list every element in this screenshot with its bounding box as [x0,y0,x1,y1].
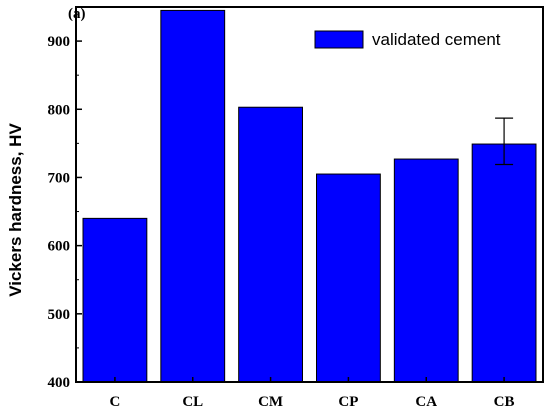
bars-group [82,9,537,383]
error-bars-group [495,117,514,166]
x-tick-label: CM [258,394,283,410]
x-tick-label: CL [182,394,203,410]
bar-cm [238,106,303,383]
x-tick-label: CB [494,394,515,410]
y-tick-label: 600 [48,239,71,255]
plot-frame [75,6,544,383]
y-tick-label: 700 [48,170,71,186]
y-tick-label: 900 [48,34,71,50]
legend-swatch [314,30,364,49]
x-tick-label: CP [338,394,358,410]
bar-cb [471,143,537,383]
y-tick-label: 800 [48,102,71,118]
x-tick-label: C [109,394,120,410]
bar-c [82,217,148,383]
x-tick-label: CA [415,394,437,410]
y-tick-label: 400 [48,375,71,391]
bar-cp [316,173,381,383]
bar-cl [160,9,226,383]
y-axis-label: Vickers hardness, HV [6,123,25,297]
y-tick-label: 500 [48,307,71,323]
legend-label: validated cement [372,30,501,49]
bar-ca [393,158,459,383]
legend: validated cement [314,30,501,49]
